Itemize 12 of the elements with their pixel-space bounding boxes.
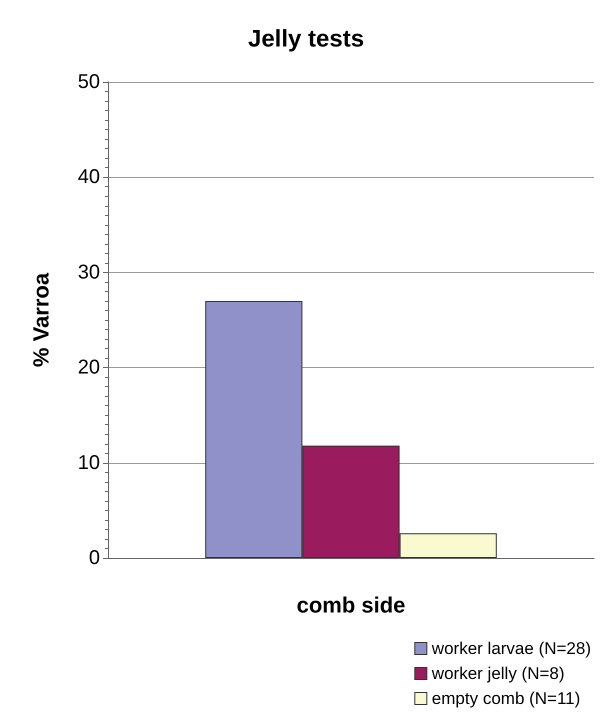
y-tick-label: 20 <box>78 356 100 379</box>
y-tick-label: 30 <box>78 261 100 284</box>
y-tick-label: 0 <box>88 547 100 569</box>
y-tick-label: 40 <box>78 166 100 188</box>
y-axis-title: % Varroa <box>28 272 54 368</box>
y-tick-label: 10 <box>78 452 100 474</box>
x-axis-title: comb side <box>296 592 406 618</box>
chart-title: Jelly tests <box>248 26 364 52</box>
legend-label: worker jelly (N=8) <box>430 664 565 683</box>
legend-label: worker larvae (N=28) <box>430 639 592 658</box>
y-tick-label: 50 <box>78 71 100 93</box>
legend-label: empty comb (N=11) <box>432 689 580 708</box>
